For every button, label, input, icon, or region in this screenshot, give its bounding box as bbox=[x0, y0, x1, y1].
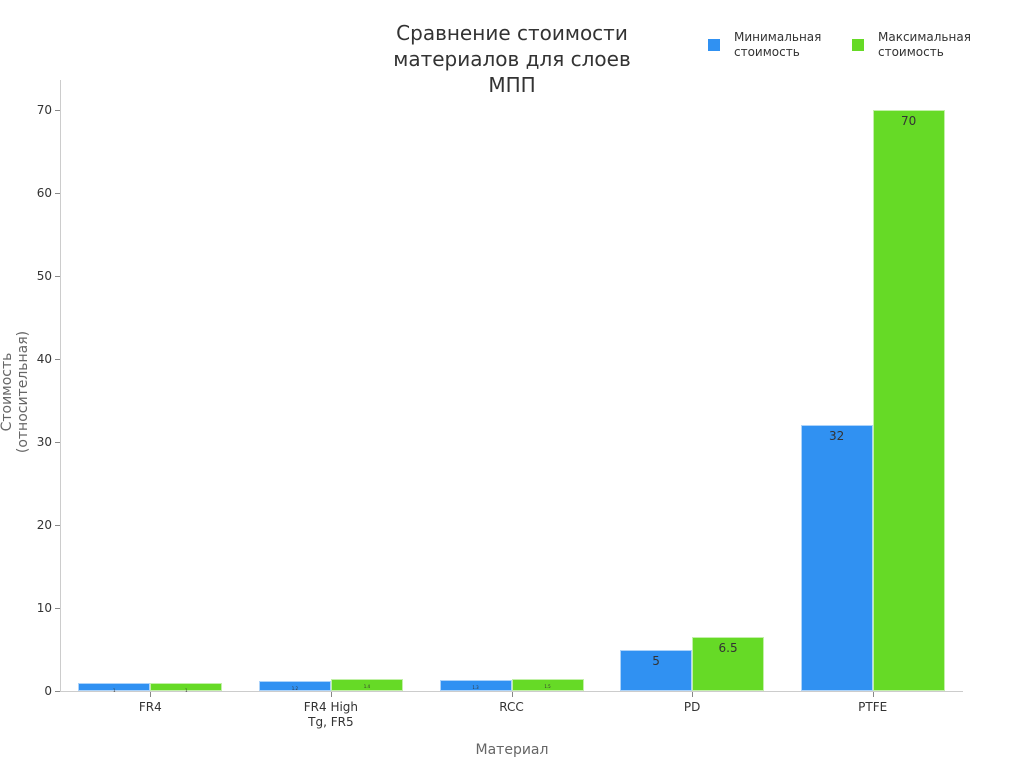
x-axis-line bbox=[60, 691, 963, 692]
bar-max-cost[interactable]: 1.4 bbox=[330, 679, 403, 691]
chart-title: Сравнение стоимости материалов для слоев… bbox=[372, 20, 652, 98]
legend-item-min[interactable]: Минимальная стоимость bbox=[708, 30, 834, 60]
x-tick-label-line: Tg, FR5 bbox=[308, 715, 354, 729]
x-tick-label-line: RCC bbox=[499, 700, 524, 714]
x-tick-mark bbox=[330, 692, 332, 697]
bar-min-cost[interactable]: 1.2 bbox=[258, 681, 331, 692]
legend-label-max-line2: стоимость bbox=[878, 45, 944, 59]
bar-value-label: 1 bbox=[113, 687, 116, 693]
bar-value-label: 6.5 bbox=[718, 641, 738, 656]
y-tick: 40 bbox=[0, 352, 60, 366]
x-tick-label-line: FR4 bbox=[138, 700, 162, 714]
legend-label-min: Минимальная стоимость bbox=[734, 30, 834, 60]
bar-min-cost[interactable]: 1.3 bbox=[439, 680, 512, 691]
title-line-2: материалов для слоев bbox=[393, 47, 631, 71]
bar-max-cost[interactable]: 1 bbox=[150, 682, 223, 693]
y-tick-mark bbox=[55, 359, 60, 360]
legend-label-max-line1: Максимальная bbox=[878, 30, 971, 44]
bar-value-label: 1.3 bbox=[472, 685, 479, 691]
x-tick-label-line: PD bbox=[683, 700, 701, 714]
bar-max-cost[interactable]: 6.5 bbox=[692, 637, 765, 691]
legend-swatch-min bbox=[708, 39, 720, 51]
x-tick-mark bbox=[511, 692, 513, 697]
y-axis-label: Стоимость (относительная) bbox=[0, 330, 31, 454]
bar-max-cost[interactable]: 70 bbox=[872, 110, 945, 691]
legend: Минимальная стоимость Максимальная стоим… bbox=[708, 30, 978, 60]
title-line-3: МПП bbox=[488, 73, 536, 97]
x-tick-mark bbox=[150, 692, 152, 697]
y-tick-mark bbox=[55, 691, 60, 692]
x-tick-label-line: PTFE bbox=[858, 700, 888, 714]
y-tick-label: 50 bbox=[36, 269, 52, 283]
bar-value-label: 1.2 bbox=[291, 686, 299, 692]
y-tick: 70 bbox=[0, 103, 60, 117]
y-tick-label: 40 bbox=[36, 352, 52, 366]
y-tick-label: 10 bbox=[36, 601, 52, 615]
legend-item-max[interactable]: Максимальная стоимость bbox=[852, 30, 978, 60]
y-tick-mark bbox=[55, 442, 60, 443]
x-tick-label: RCC bbox=[432, 700, 592, 715]
y-tick: 50 bbox=[0, 269, 60, 283]
x-tick-mark bbox=[872, 692, 874, 697]
x-tick-label: PD bbox=[612, 700, 772, 715]
x-tick-label-line: FR4 High bbox=[303, 700, 359, 714]
bar-min-cost[interactable]: 32 bbox=[800, 425, 873, 691]
y-tick-mark bbox=[55, 276, 60, 277]
x-tick-label: PTFE bbox=[793, 700, 953, 715]
y-tick-mark bbox=[55, 608, 60, 609]
y-tick-mark bbox=[55, 525, 60, 526]
y-tick-label: 20 bbox=[36, 518, 52, 532]
bar-value-label: 32 bbox=[829, 429, 845, 444]
y-axis-line bbox=[60, 80, 61, 692]
title-line-1: Сравнение стоимости bbox=[396, 21, 628, 45]
bar-value-label: 5 bbox=[652, 653, 660, 668]
bar-max-cost[interactable]: 1.5 bbox=[511, 678, 584, 691]
y-tick: 0 bbox=[0, 684, 60, 698]
legend-label-min-line1: Минимальная bbox=[734, 30, 822, 44]
y-tick: 60 bbox=[0, 186, 60, 200]
y-tick-mark bbox=[55, 110, 60, 111]
y-tick: 10 bbox=[0, 601, 60, 615]
bar-value-label: 1 bbox=[185, 687, 188, 693]
bar-value-label: 1.5 bbox=[544, 683, 551, 689]
y-tick: 20 bbox=[0, 518, 60, 532]
bar-value-label: 1.4 bbox=[363, 684, 371, 690]
y-tick-label: 30 bbox=[36, 435, 52, 449]
y-tick: 30 bbox=[0, 435, 60, 449]
x-tick-label: FR4 bbox=[70, 700, 230, 715]
legend-swatch-max bbox=[852, 39, 864, 51]
y-tick-label: 0 bbox=[44, 684, 52, 698]
bar-min-cost[interactable]: 5 bbox=[620, 649, 693, 691]
legend-label-max: Максимальная стоимость bbox=[878, 30, 978, 60]
x-tick-mark bbox=[692, 692, 694, 697]
y-tick-label: 70 bbox=[36, 103, 52, 117]
bar-value-label: 70 bbox=[901, 114, 917, 128]
x-axis-label: Материал bbox=[475, 742, 549, 758]
legend-label-min-line2: стоимость bbox=[734, 45, 800, 59]
y-tick-mark bbox=[55, 193, 60, 194]
x-tick-label: FR4 High Tg, FR5 bbox=[251, 700, 411, 730]
y-tick-label: 60 bbox=[36, 186, 52, 200]
bar-min-cost[interactable]: 1 bbox=[78, 682, 151, 693]
